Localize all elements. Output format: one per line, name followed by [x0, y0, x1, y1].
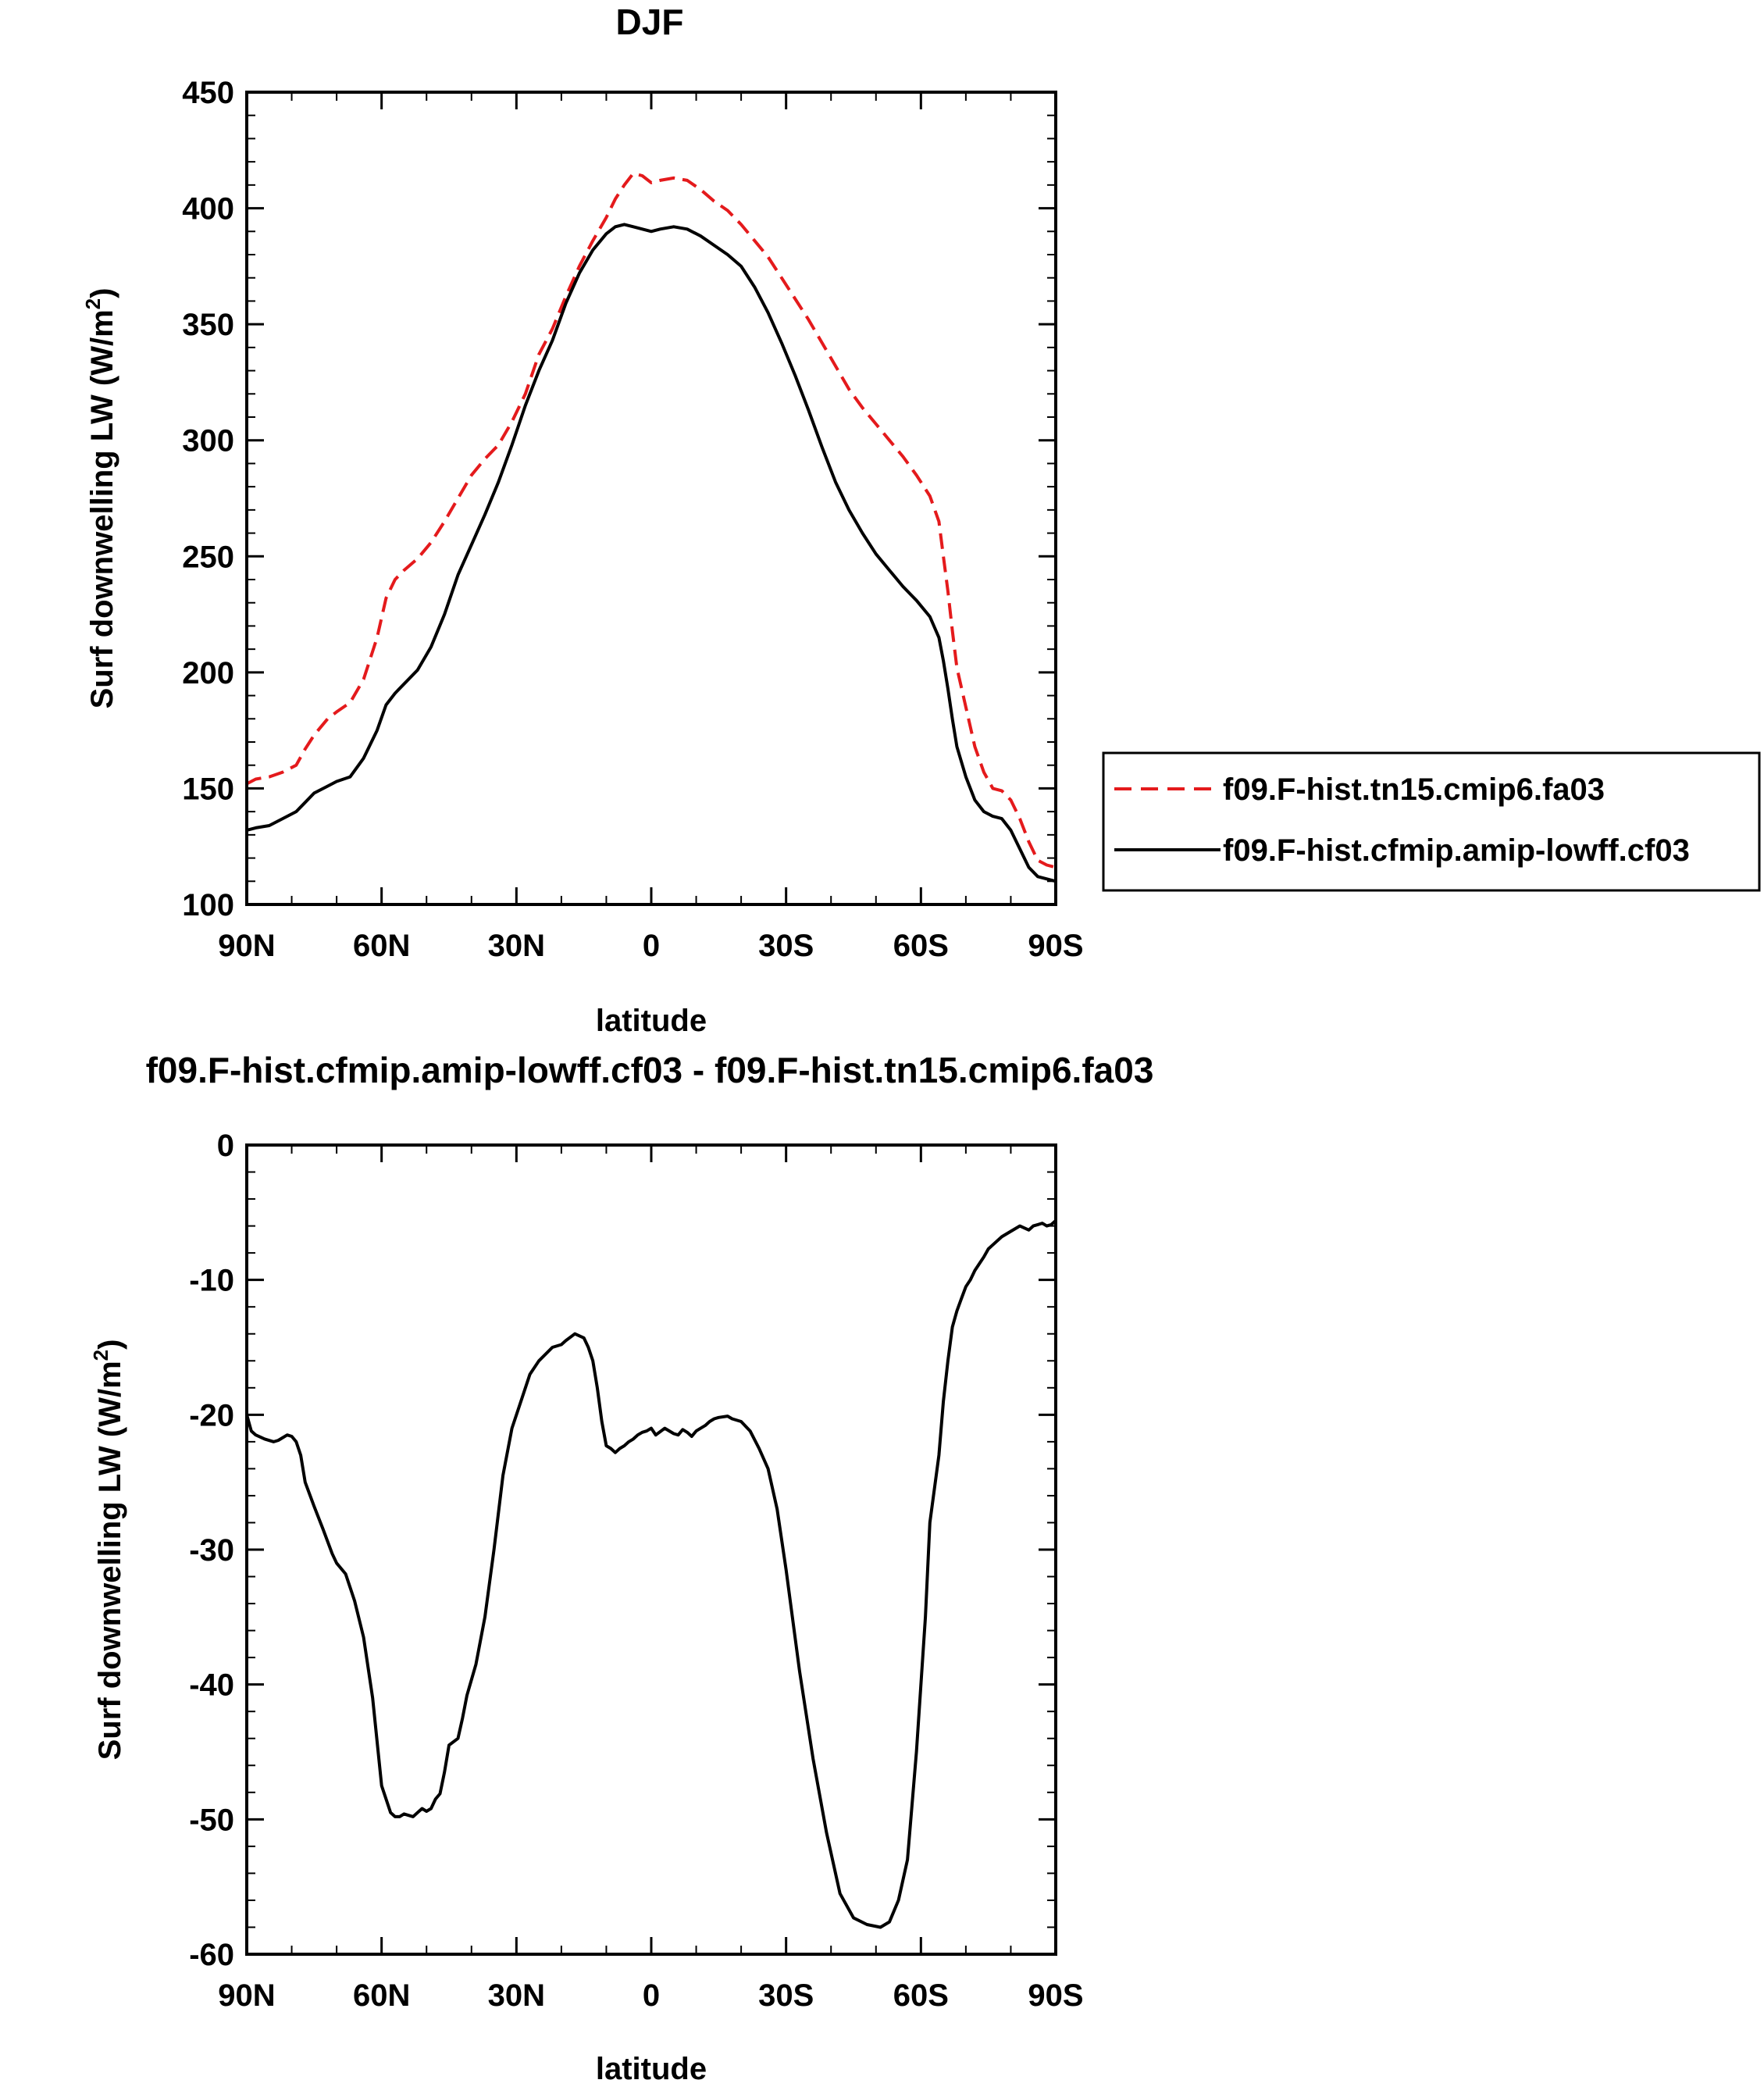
y-axis-label: Surf downwelling LW (W/m2)	[89, 1340, 127, 1761]
plot-area-top: 100 150 200 250 300 350 400 450 90N 60N 30N 0 30S 60S…	[182, 76, 1083, 963]
plot-frame	[245, 1143, 1057, 1956]
y-tick-label: -50	[189, 1803, 234, 1837]
x-tick-label: 60S	[893, 929, 949, 963]
plot-area-bottom: 0 -10 -20 -30 -40 -50 -60 90N 60N 30N 0 30S 60S 90S	[189, 1129, 1083, 2013]
x-tick-label: 60S	[893, 1978, 949, 2013]
y-tick-label: -60	[189, 1938, 234, 1972]
series-line-2	[246, 223, 1057, 883]
y-tick-label: 400	[182, 192, 234, 227]
y-tick-label: -20	[189, 1398, 234, 1432]
y-tick-label: -30	[189, 1533, 234, 1568]
x-tick-label: 90N	[218, 929, 275, 963]
series-line-1	[246, 172, 1057, 869]
x-tick-label: 60N	[353, 1978, 410, 2013]
panel-top: DJF 100 150 200 250 300 350 400 450 90N 60N 30N 0 30…	[81, 2, 1761, 1038]
y-axis-label-close: )	[85, 288, 119, 298]
y-tick-label: 0	[217, 1129, 234, 1163]
y-tick-label: -40	[189, 1668, 234, 1703]
y-tick-label: 100	[182, 888, 234, 922]
x-tick-label: 90S	[1028, 1978, 1083, 2013]
x-tick-label: 30N	[488, 1978, 545, 2013]
y-tick-label: -10	[189, 1264, 234, 1298]
series-line-1	[245, 1219, 1057, 1929]
y-axis-label-close: )	[93, 1340, 127, 1350]
difference-title: f09.F-hist.cfmip.amip-lowff.cf03 - f09.F…	[146, 1050, 1154, 1090]
x-tick-label: 90N	[218, 1978, 275, 2013]
legend-entry-1: f09.F-hist.tn15.cmip6.fa03	[1223, 772, 1605, 807]
x-tick-label: 30S	[758, 929, 814, 963]
y-axis-label-sup: 2	[81, 298, 105, 309]
x-tick-label: 60N	[353, 929, 410, 963]
x-axis-label: latitude	[596, 1004, 707, 1038]
y-tick-label: 450	[182, 76, 234, 110]
x-tick-label: 30S	[758, 1978, 814, 2013]
legend-entry-2: f09.F-hist.cfmip.amip-lowff.cf03	[1223, 833, 1690, 868]
legend: f09.F-hist.tn15.cmip6.fa03 f09.F-hist.cf…	[1102, 751, 1761, 892]
x-tick-label: 30N	[488, 929, 545, 963]
x-tick-label: 0	[643, 1978, 660, 2013]
x-axis-label: latitude	[596, 2052, 707, 2086]
plot-frame	[245, 91, 1057, 906]
y-axis-label-sup: 2	[89, 1350, 112, 1361]
y-axis-label: Surf downwelling LW (W/m2)	[81, 288, 119, 709]
x-tick-label: 90S	[1028, 929, 1083, 963]
legend-box	[1102, 751, 1761, 892]
chart-title: DJF	[616, 2, 684, 42]
y-axis-label-main: Surf downwelling LW (W/m	[85, 309, 119, 708]
y-tick-label: 200	[182, 656, 234, 690]
y-tick-label: 150	[182, 772, 234, 806]
panel-bottom: f09.F-hist.cfmip.amip-lowff.cf03 - f09.F…	[89, 1050, 1153, 2086]
y-axis-label-main: Surf downwelling LW (W/m	[93, 1361, 127, 1760]
y-tick-label: 250	[182, 540, 234, 574]
y-tick-label: 350	[182, 308, 234, 342]
x-tick-label: 0	[643, 929, 660, 963]
y-tick-label: 300	[182, 424, 234, 458]
